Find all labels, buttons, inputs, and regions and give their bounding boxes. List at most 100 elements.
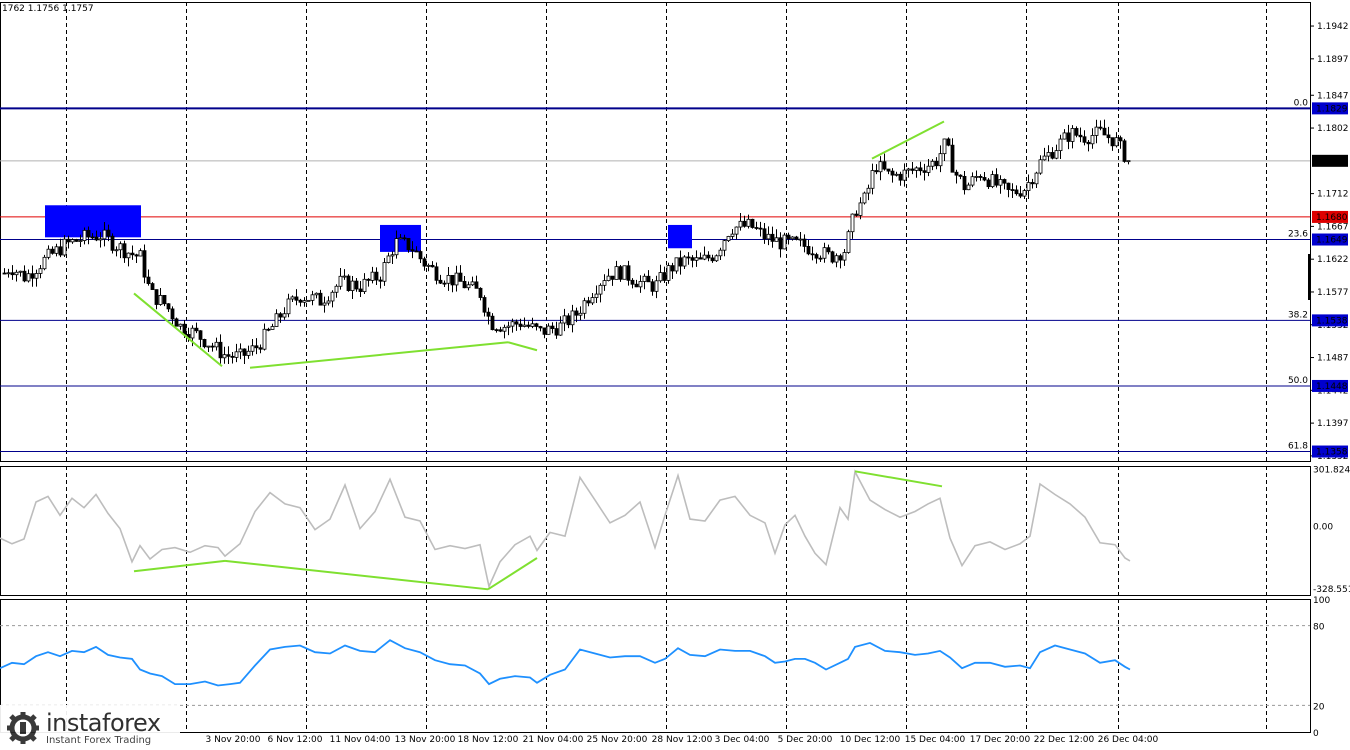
candle-body: [222, 354, 227, 359]
candle-body: [18, 270, 23, 273]
candle-body: [554, 328, 559, 336]
candle-body: [390, 254, 395, 257]
candle-body: [1018, 193, 1023, 197]
candle-body: [958, 174, 963, 177]
candle-body: [566, 315, 571, 326]
candle-body: [82, 229, 87, 241]
candle-body: [194, 327, 199, 332]
candle-body: [1118, 137, 1123, 142]
candle-body: [926, 165, 931, 173]
time-axis-label: 17 Dec 20:00: [970, 735, 1031, 745]
candle-body: [558, 322, 563, 336]
divergence-line: [249, 341, 509, 369]
candle-body: [594, 293, 599, 298]
candle-body: [782, 234, 787, 250]
candle-body: [1070, 128, 1075, 142]
candle-body: [158, 295, 163, 305]
candle-body: [910, 168, 915, 171]
divergence-line: [507, 341, 538, 352]
candle-body: [318, 292, 323, 306]
candle-body: [1106, 134, 1111, 139]
candle-body: [922, 170, 927, 173]
candle-body: [306, 299, 311, 302]
candle-body: [522, 324, 527, 327]
candle-body: [450, 274, 455, 286]
candle-body: [142, 250, 147, 278]
candle-body: [766, 233, 771, 240]
red-level-label: 1.1680: [1316, 213, 1348, 223]
candle-body: [1022, 190, 1027, 197]
candle-body: [730, 233, 735, 237]
candle-body: [474, 281, 479, 289]
candle-body: [1006, 182, 1011, 190]
candle-body: [886, 168, 891, 172]
candle-body: [454, 272, 459, 286]
candle-body: [606, 275, 611, 281]
candle-body: [14, 271, 19, 276]
candle-body: [78, 240, 83, 242]
candle-body: [154, 289, 159, 305]
candle-body: [334, 285, 339, 293]
candle-body: [466, 284, 471, 289]
candle-body: [50, 248, 55, 254]
price-tick-label: 1.1622: [1317, 255, 1349, 265]
candle-body: [230, 355, 235, 358]
candle-body: [394, 238, 399, 256]
price-tick-label: 1.1942: [1317, 22, 1349, 32]
candle-body: [438, 279, 443, 284]
time-axis-label: 11 Nov 04:00: [330, 735, 391, 745]
cci-divergence-line: [487, 557, 538, 591]
candle-body: [1038, 159, 1043, 174]
candle-body: [434, 266, 439, 281]
candle-body: [198, 330, 203, 340]
candle-body: [1110, 137, 1115, 147]
candle-body: [738, 220, 743, 228]
candle-body: [670, 265, 675, 272]
candle-body: [946, 138, 951, 146]
instaforex-logo-icon: [7, 712, 39, 744]
rsi-tick-label: 100: [1313, 596, 1330, 606]
candle-body: [798, 238, 803, 241]
candle-body: [214, 341, 219, 348]
candle-body: [934, 160, 939, 167]
candle-body: [538, 326, 543, 329]
candle-body: [806, 246, 811, 255]
candle-body: [402, 237, 407, 240]
cci-tick-label: 0.00: [1313, 523, 1333, 533]
fib-level-pct: 23.6: [1288, 230, 1308, 240]
candle-body: [614, 266, 619, 280]
candle-body: [262, 328, 267, 350]
candle-body: [1030, 182, 1035, 185]
rsi-line: [0, 639, 1131, 687]
candle-body: [894, 173, 899, 176]
candle-body: [570, 310, 575, 326]
cci-divergence-line: [854, 470, 943, 488]
red-level-badge: [1312, 210, 1348, 223]
candle-body: [610, 275, 615, 280]
candle-body: [6, 272, 11, 275]
candle-body: [690, 257, 695, 261]
candle-body: [718, 249, 723, 257]
candle-body: [526, 324, 531, 327]
candle-body: [442, 282, 447, 285]
candle-body: [398, 237, 403, 240]
candle-body: [422, 258, 427, 267]
candle-body: [70, 239, 75, 243]
candle-body: [918, 167, 923, 172]
cci-tick-label: 301.8242: [1313, 465, 1350, 475]
candle-body: [762, 228, 767, 240]
candle-body: [678, 257, 683, 267]
candle-body: [962, 175, 967, 191]
candle-body: [974, 176, 979, 178]
candle-body: [1058, 138, 1063, 152]
candle-body: [726, 236, 731, 242]
candle-body: [22, 270, 27, 282]
candle-body: [514, 321, 519, 325]
candle-body: [686, 256, 691, 259]
candle-body: [102, 229, 107, 240]
candle-body: [950, 144, 955, 173]
candle-body: [790, 236, 795, 240]
candle-body: [274, 313, 279, 327]
